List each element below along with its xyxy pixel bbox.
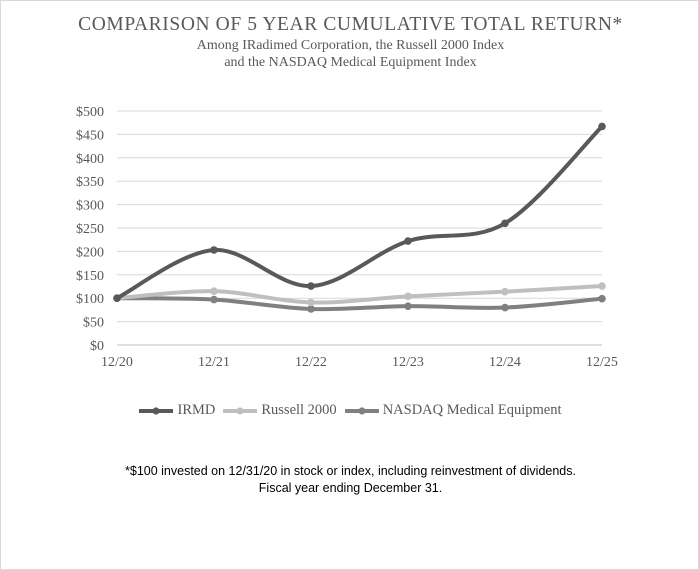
series-irmd	[113, 122, 606, 303]
y-tick-label: $0	[90, 339, 104, 354]
series-russell-2000	[113, 282, 606, 307]
data-point-russell-2000	[501, 287, 509, 296]
chart-title: COMPARISON OF 5 YEAR CUMULATIVE TOTAL RE…	[78, 14, 623, 35]
legend-item-nasdaq-medical-equipment: NASDAQ Medical Equipment	[344, 402, 562, 419]
legend-label-irmd: IRMD	[177, 402, 216, 418]
y-tick-label: $100	[76, 292, 104, 307]
data-point-russell-2000	[404, 292, 412, 301]
legend-label-russell-2000: Russell 2000	[261, 402, 337, 418]
x-tick-label: 12/22	[295, 355, 327, 370]
y-axis-ticks: $0 $50 $100 $150 $200 $250 $300 $350 $400 $450 $50…	[76, 105, 104, 354]
y-tick-label: $250	[76, 222, 104, 237]
chart-subtitle-line-1: Among IRadimed Corporation, the Russell …	[196, 38, 505, 53]
data-point-russell-2000	[307, 298, 315, 307]
x-tick-label: 12/24	[489, 355, 521, 370]
data-point-nasdaq-medical-equipment	[307, 305, 315, 313]
data-point-nasdaq-medical-equipment	[501, 303, 509, 312]
legend-swatch-irmd	[139, 406, 174, 415]
series-line-russell-2000	[115, 284, 604, 305]
y-tick-label: $450	[76, 128, 104, 143]
legend-item-russell-2000: Russell 2000	[223, 402, 337, 419]
data-point-irmd	[404, 237, 412, 245]
data-point-irmd	[598, 122, 606, 131]
legend-label-nasdaq-medical-equipment: NASDAQ Medical Equipment	[382, 402, 562, 418]
chart-subtitle-line-2: and the NASDAQ Medical Equipment Index	[224, 55, 477, 70]
y-tick-label: $150	[76, 269, 104, 284]
series-line-irmd	[115, 124, 604, 301]
data-point-irmd	[210, 246, 218, 254]
y-tick-label: $500	[76, 105, 104, 120]
series-nasdaq-medical-equipment	[113, 294, 606, 313]
footnote-line-1: *$100 invested on 12/31/20 in stock or i…	[125, 464, 576, 478]
data-point-russell-2000	[210, 287, 218, 295]
y-tick-label: $300	[76, 199, 104, 214]
legend: IRMD Russell 2000 NASDAQ Medical Equipme…	[1, 402, 699, 419]
line-chart: $0 $50 $100 $150 $200 $250 $300 $350 $400 $450 $50…	[76, 105, 618, 370]
x-tick-label: 12/25	[586, 355, 618, 370]
data-point-irmd	[307, 282, 315, 290]
legend-item-irmd: IRMD	[139, 402, 215, 419]
x-tick-label: 12/20	[101, 355, 133, 370]
data-point-nasdaq-medical-equipment	[598, 294, 606, 303]
legend-swatch-russell-2000	[223, 406, 258, 415]
data-point-irmd	[113, 294, 121, 303]
footnote-line-2: Fiscal year ending December 31.	[258, 481, 443, 495]
y-tick-label: $350	[76, 175, 104, 190]
x-axis-ticks: 12/20 12/21 12/22 12/23 12/24 12/25	[101, 355, 618, 370]
x-tick-label: 12/21	[198, 355, 230, 370]
y-tick-label: $200	[76, 245, 104, 260]
data-point-nasdaq-medical-equipment	[210, 295, 218, 304]
data-point-russell-2000	[598, 282, 606, 290]
series-lines	[113, 122, 606, 313]
x-tick-label: 12/23	[392, 355, 424, 370]
gridlines	[117, 110, 602, 346]
y-tick-label: $400	[76, 152, 104, 167]
data-point-irmd	[501, 219, 509, 228]
series-line-nasdaq-medical-equipment	[115, 296, 604, 312]
y-tick-label: $50	[83, 316, 104, 331]
legend-swatch-nasdaq-medical-equipment	[344, 406, 379, 415]
data-point-nasdaq-medical-equipment	[404, 302, 412, 310]
